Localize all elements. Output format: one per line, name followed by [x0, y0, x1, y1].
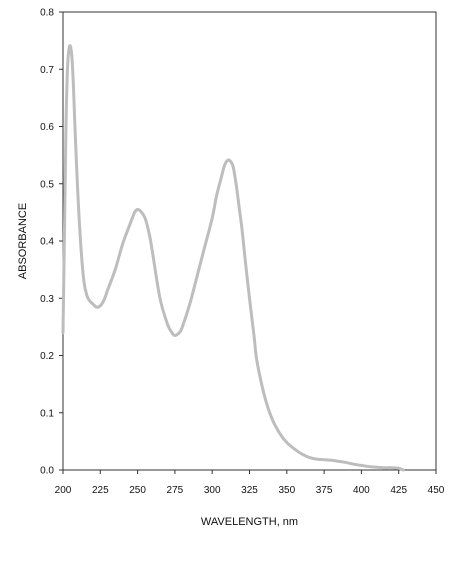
x-tick-label: 325	[241, 485, 258, 496]
absorbance-series-line	[61, 44, 405, 472]
x-tick-label: 400	[353, 485, 370, 496]
y-tick-label: 0.8	[40, 8, 54, 19]
x-tick-label: 200	[55, 485, 72, 496]
plot-frame	[62, 11, 437, 471]
y-tick-label: 0.7	[40, 65, 54, 76]
x-tick-label: 375	[316, 485, 333, 496]
y-tick-label: 0.3	[40, 294, 54, 305]
tick-labels-group: 200 225 250 275 300 325 350 375 400 425 450 0.0 0.1 0…	[40, 8, 445, 497]
y-tick-label: 0.4	[40, 237, 54, 248]
x-tick-label: 275	[167, 485, 184, 496]
series-group	[61, 44, 405, 472]
x-tick-label: 450	[428, 485, 445, 496]
x-tick-label: 250	[129, 485, 146, 496]
x-tick-label: 350	[278, 485, 295, 496]
x-axis-label: WAVELENGTH, nm	[201, 516, 298, 528]
y-axis-label: ABSORBANCE	[17, 203, 29, 279]
y-tick-label: 0.1	[40, 408, 54, 419]
x-tick-label: 225	[92, 485, 109, 496]
axis-ticks-group	[59, 11, 437, 474]
y-tick-label: 0.5	[40, 179, 54, 190]
x-tick-label: 300	[204, 485, 221, 496]
y-tick-label: 0.2	[40, 351, 54, 362]
x-tick-label: 425	[390, 485, 407, 496]
y-tick-label: 0.6	[40, 122, 54, 133]
y-tick-label: 0.0	[40, 466, 54, 477]
